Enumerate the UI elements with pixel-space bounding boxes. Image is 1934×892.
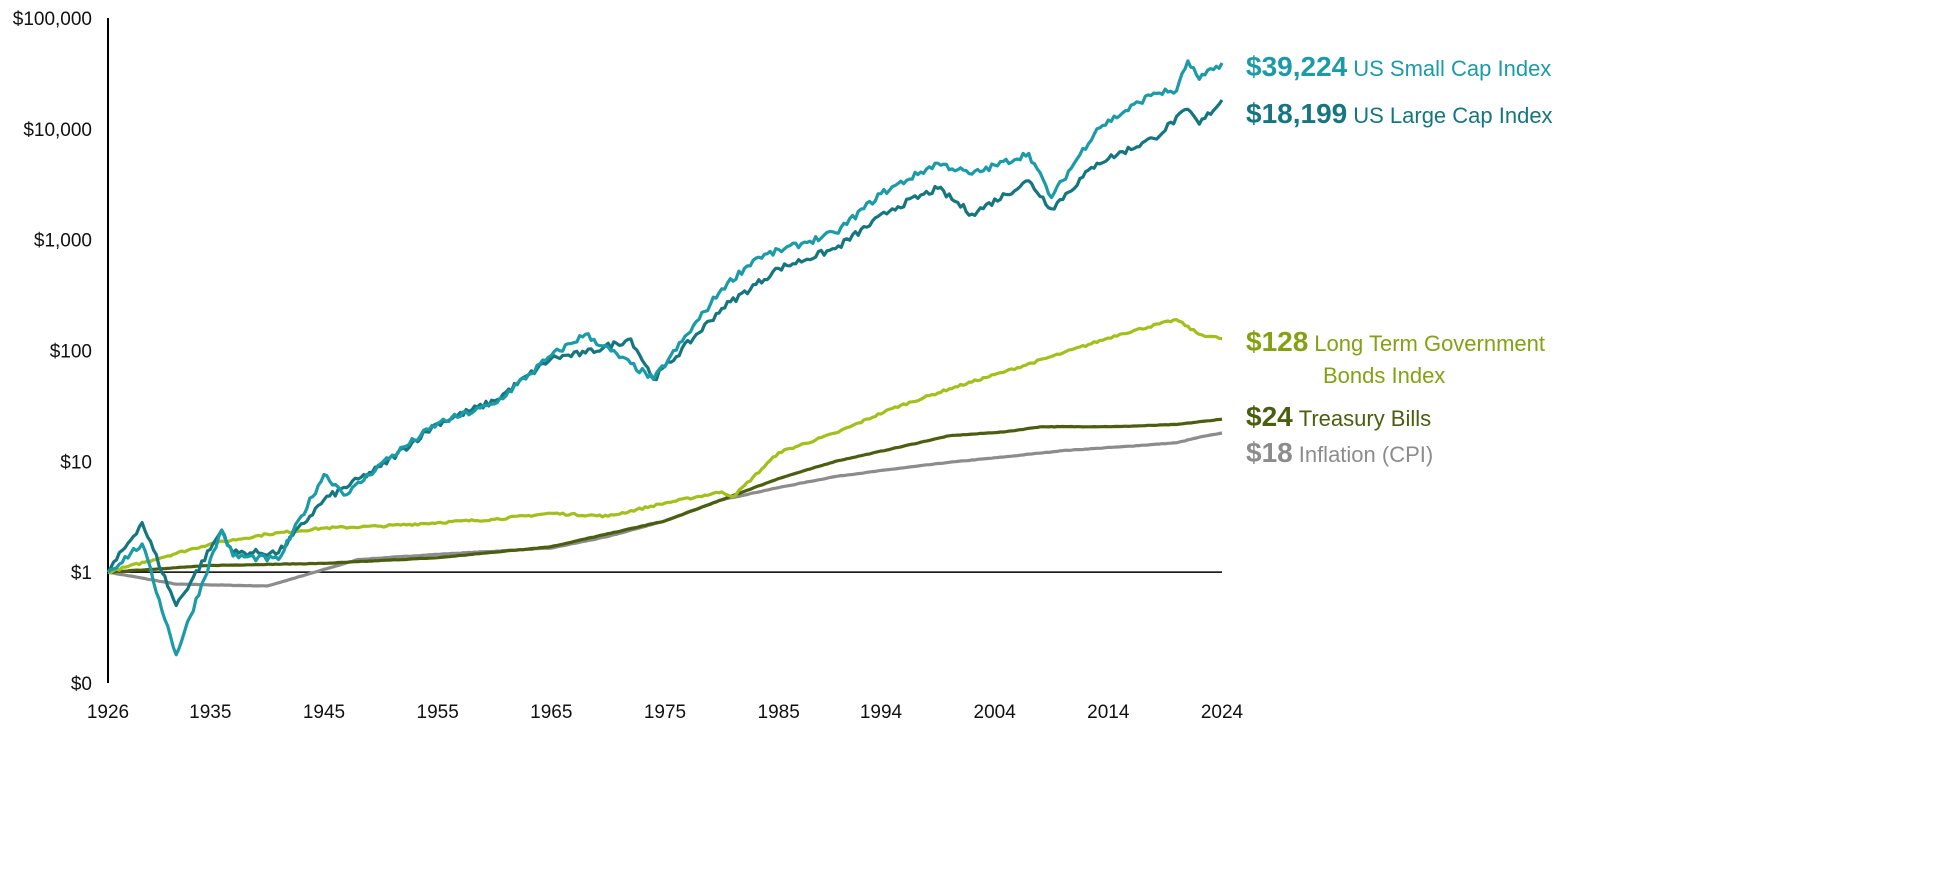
x-tick-label: 2004 <box>974 702 1017 723</box>
legend-large-cap: $18,199 US Large Cap Index <box>1246 99 1553 133</box>
x-tick-label: 1945 <box>303 702 345 723</box>
axes: $0 $1 $10 $100 $1,000 $10,000 $100,000 1926 1935… <box>13 9 1244 723</box>
y-tick-label: $10 <box>60 452 92 473</box>
series-line-long-term-government-bonds-index <box>107 318 1223 575</box>
x-tick-label: 1935 <box>189 702 231 723</box>
series-label-small-cap: US Small Cap Index <box>1353 56 1552 81</box>
y-tick-label: $10,000 <box>23 120 92 141</box>
series-line-us-large-cap-index <box>106 99 1224 608</box>
end-value-bonds: $128 <box>1246 326 1309 357</box>
legend-cpi: $18 Inflation (CPI) <box>1246 438 1433 472</box>
y-tick-label: $1 <box>71 563 92 584</box>
end-value-bills: $24 <box>1246 401 1293 432</box>
end-value-cpi: $18 <box>1246 437 1293 468</box>
legend-small-cap: $39,224 US Small Cap Index <box>1246 52 1551 86</box>
x-tick-label: 1965 <box>530 702 572 723</box>
end-value-large-cap: $18,199 <box>1246 98 1348 129</box>
x-tick-label: 2014 <box>1087 702 1130 723</box>
series-label-cpi: Inflation (CPI) <box>1298 442 1434 467</box>
x-tick-label: 1926 <box>87 702 129 723</box>
y-tick-label: $1,000 <box>34 231 92 252</box>
y-tick-label: $100,000 <box>13 9 92 30</box>
end-value-small-cap: $39,224 <box>1246 51 1348 82</box>
x-tick-label: 1975 <box>644 702 686 723</box>
series-label-bonds: Long Term Government <box>1314 331 1546 356</box>
x-tick-label: 2024 <box>1201 702 1244 723</box>
series-label-bonds-line2: Bonds Index <box>1323 363 1446 388</box>
series-line-treasury-bills <box>107 417 1223 574</box>
series-label-large-cap: US Large Cap Index <box>1353 103 1553 128</box>
series-label-bills: Treasury Bills <box>1298 406 1432 431</box>
x-tick-label: 1994 <box>860 702 903 723</box>
series-line-us-small-cap-index <box>106 59 1224 657</box>
x-tick-label: 1985 <box>758 702 800 723</box>
legend-bonds: $128 Long Term Government Bonds Index <box>1246 327 1576 390</box>
legend-bills: $24 Treasury Bills <box>1246 402 1431 436</box>
y-tick-label: $0 <box>71 674 92 695</box>
x-tick-label: 1955 <box>417 702 459 723</box>
series-lines <box>106 59 1224 657</box>
y-tick-label: $100 <box>50 342 92 363</box>
